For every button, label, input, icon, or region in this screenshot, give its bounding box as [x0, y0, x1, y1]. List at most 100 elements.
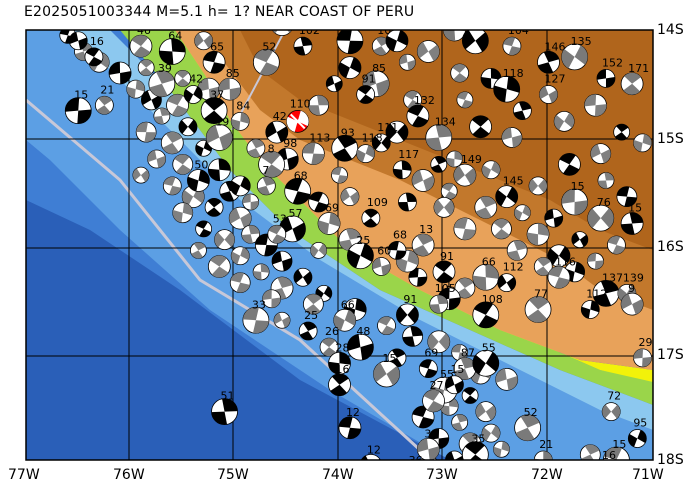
- event-depth-label: 36: [409, 454, 423, 467]
- background-event: [445, 450, 464, 460]
- event-beachball: [416, 437, 440, 460]
- event-depth-label: 52: [524, 406, 538, 419]
- event-beachball: [445, 375, 464, 395]
- background-event: [495, 367, 519, 391]
- event-beachball: [524, 296, 552, 323]
- event-depth-label: 132: [414, 94, 435, 107]
- event-beachball: [587, 204, 615, 232]
- event-depth-label: 16: [90, 35, 104, 48]
- event-beachball: [317, 212, 341, 235]
- background-event: [153, 107, 171, 125]
- background-event: [533, 257, 553, 276]
- background-event: [454, 277, 476, 299]
- event-beachball: [411, 233, 435, 257]
- event-depth-label: 105: [435, 282, 456, 295]
- event-depth-label: 15: [612, 438, 626, 451]
- event-depth-label: 171: [628, 62, 649, 75]
- event-beachball: [148, 70, 176, 98]
- event-depth-label: 65: [210, 40, 224, 53]
- event-beachball: [429, 294, 449, 314]
- event-depth-label: 13: [419, 223, 433, 236]
- event-beachball: [333, 308, 357, 332]
- event-beachball: [284, 177, 312, 205]
- event-depth-label: 85: [226, 67, 240, 80]
- background-event: [453, 217, 477, 241]
- event-beachball: [472, 301, 500, 329]
- event-depth-label: 135: [571, 35, 592, 48]
- background-event: [474, 195, 498, 219]
- event-depth-label: 51: [221, 390, 235, 403]
- event-depth-label: 7: [262, 164, 269, 177]
- event-beachball: [64, 97, 92, 125]
- background-event: [377, 316, 396, 336]
- background-event: [411, 169, 435, 192]
- event-beachball: [265, 120, 289, 144]
- background-event: [197, 77, 221, 101]
- event-depth-label: 12: [346, 406, 360, 419]
- background-event: [195, 220, 213, 238]
- event-depth-label: 68: [393, 228, 407, 241]
- event-beachball: [319, 337, 339, 357]
- event-beachball: [596, 68, 616, 88]
- event-beachball: [580, 300, 600, 319]
- background-event: [174, 69, 192, 87]
- background-event: [166, 93, 189, 117]
- background-event: [241, 224, 261, 244]
- event-beachball: [84, 47, 104, 67]
- lon-label-75w: 75W: [217, 467, 249, 483]
- event-depth-label: 108: [482, 293, 503, 306]
- event-depth-label: 111: [377, 121, 398, 134]
- background-event: [273, 311, 291, 329]
- event-depth-label: 9: [628, 282, 635, 295]
- event-beachball: [205, 124, 233, 151]
- background-event: [302, 293, 324, 315]
- event-beachball: [267, 224, 287, 244]
- event-depth-label: 29: [639, 336, 653, 349]
- background-event: [513, 204, 531, 222]
- background-event: [147, 149, 167, 169]
- event-depth-label: 91: [471, 19, 485, 32]
- background-event: [526, 222, 550, 246]
- event-depth-label: 102: [299, 24, 320, 37]
- event-beachball: [129, 34, 153, 58]
- background-event: [207, 255, 231, 278]
- background-event: [493, 440, 510, 458]
- event-beachball: [502, 36, 522, 56]
- background-event: [427, 330, 451, 354]
- event-beachball: [493, 75, 521, 103]
- event-depth-label: 15: [571, 180, 585, 193]
- background-event: [293, 267, 313, 287]
- event-beachball: [328, 373, 351, 397]
- background-event: [214, 229, 235, 251]
- event-beachball: [533, 450, 553, 460]
- background-event: [310, 241, 328, 259]
- background-event: [451, 413, 469, 431]
- event-beachball: [356, 144, 376, 164]
- event-depth-label: 55: [482, 341, 496, 354]
- event-beachball: [242, 306, 270, 334]
- lon-label-77w: 77W: [8, 467, 40, 483]
- event-depth-label: 77: [534, 288, 548, 301]
- background-event: [506, 239, 528, 261]
- background-event: [571, 231, 589, 249]
- event-depth-label: 25: [356, 234, 370, 247]
- background-event: [607, 235, 626, 255]
- background-event: [450, 63, 470, 83]
- event-depth-label: 39: [158, 62, 172, 75]
- event-depth-label: 116: [555, 255, 576, 268]
- background-event: [385, 120, 409, 144]
- background-event: [308, 191, 330, 213]
- event-depth-label: 12: [367, 443, 381, 456]
- event-beachball: [200, 97, 228, 125]
- event-depth-label: 134: [435, 116, 456, 129]
- event-beachball: [328, 351, 351, 375]
- event-beachball: [252, 48, 280, 76]
- background-event: [572, 468, 588, 484]
- background-event: [590, 143, 612, 165]
- event-depth-label: 16: [336, 363, 350, 376]
- event-depth-label: 21: [539, 438, 553, 451]
- background-event: [229, 175, 251, 197]
- background-event: [135, 121, 157, 143]
- background-event: [162, 176, 182, 196]
